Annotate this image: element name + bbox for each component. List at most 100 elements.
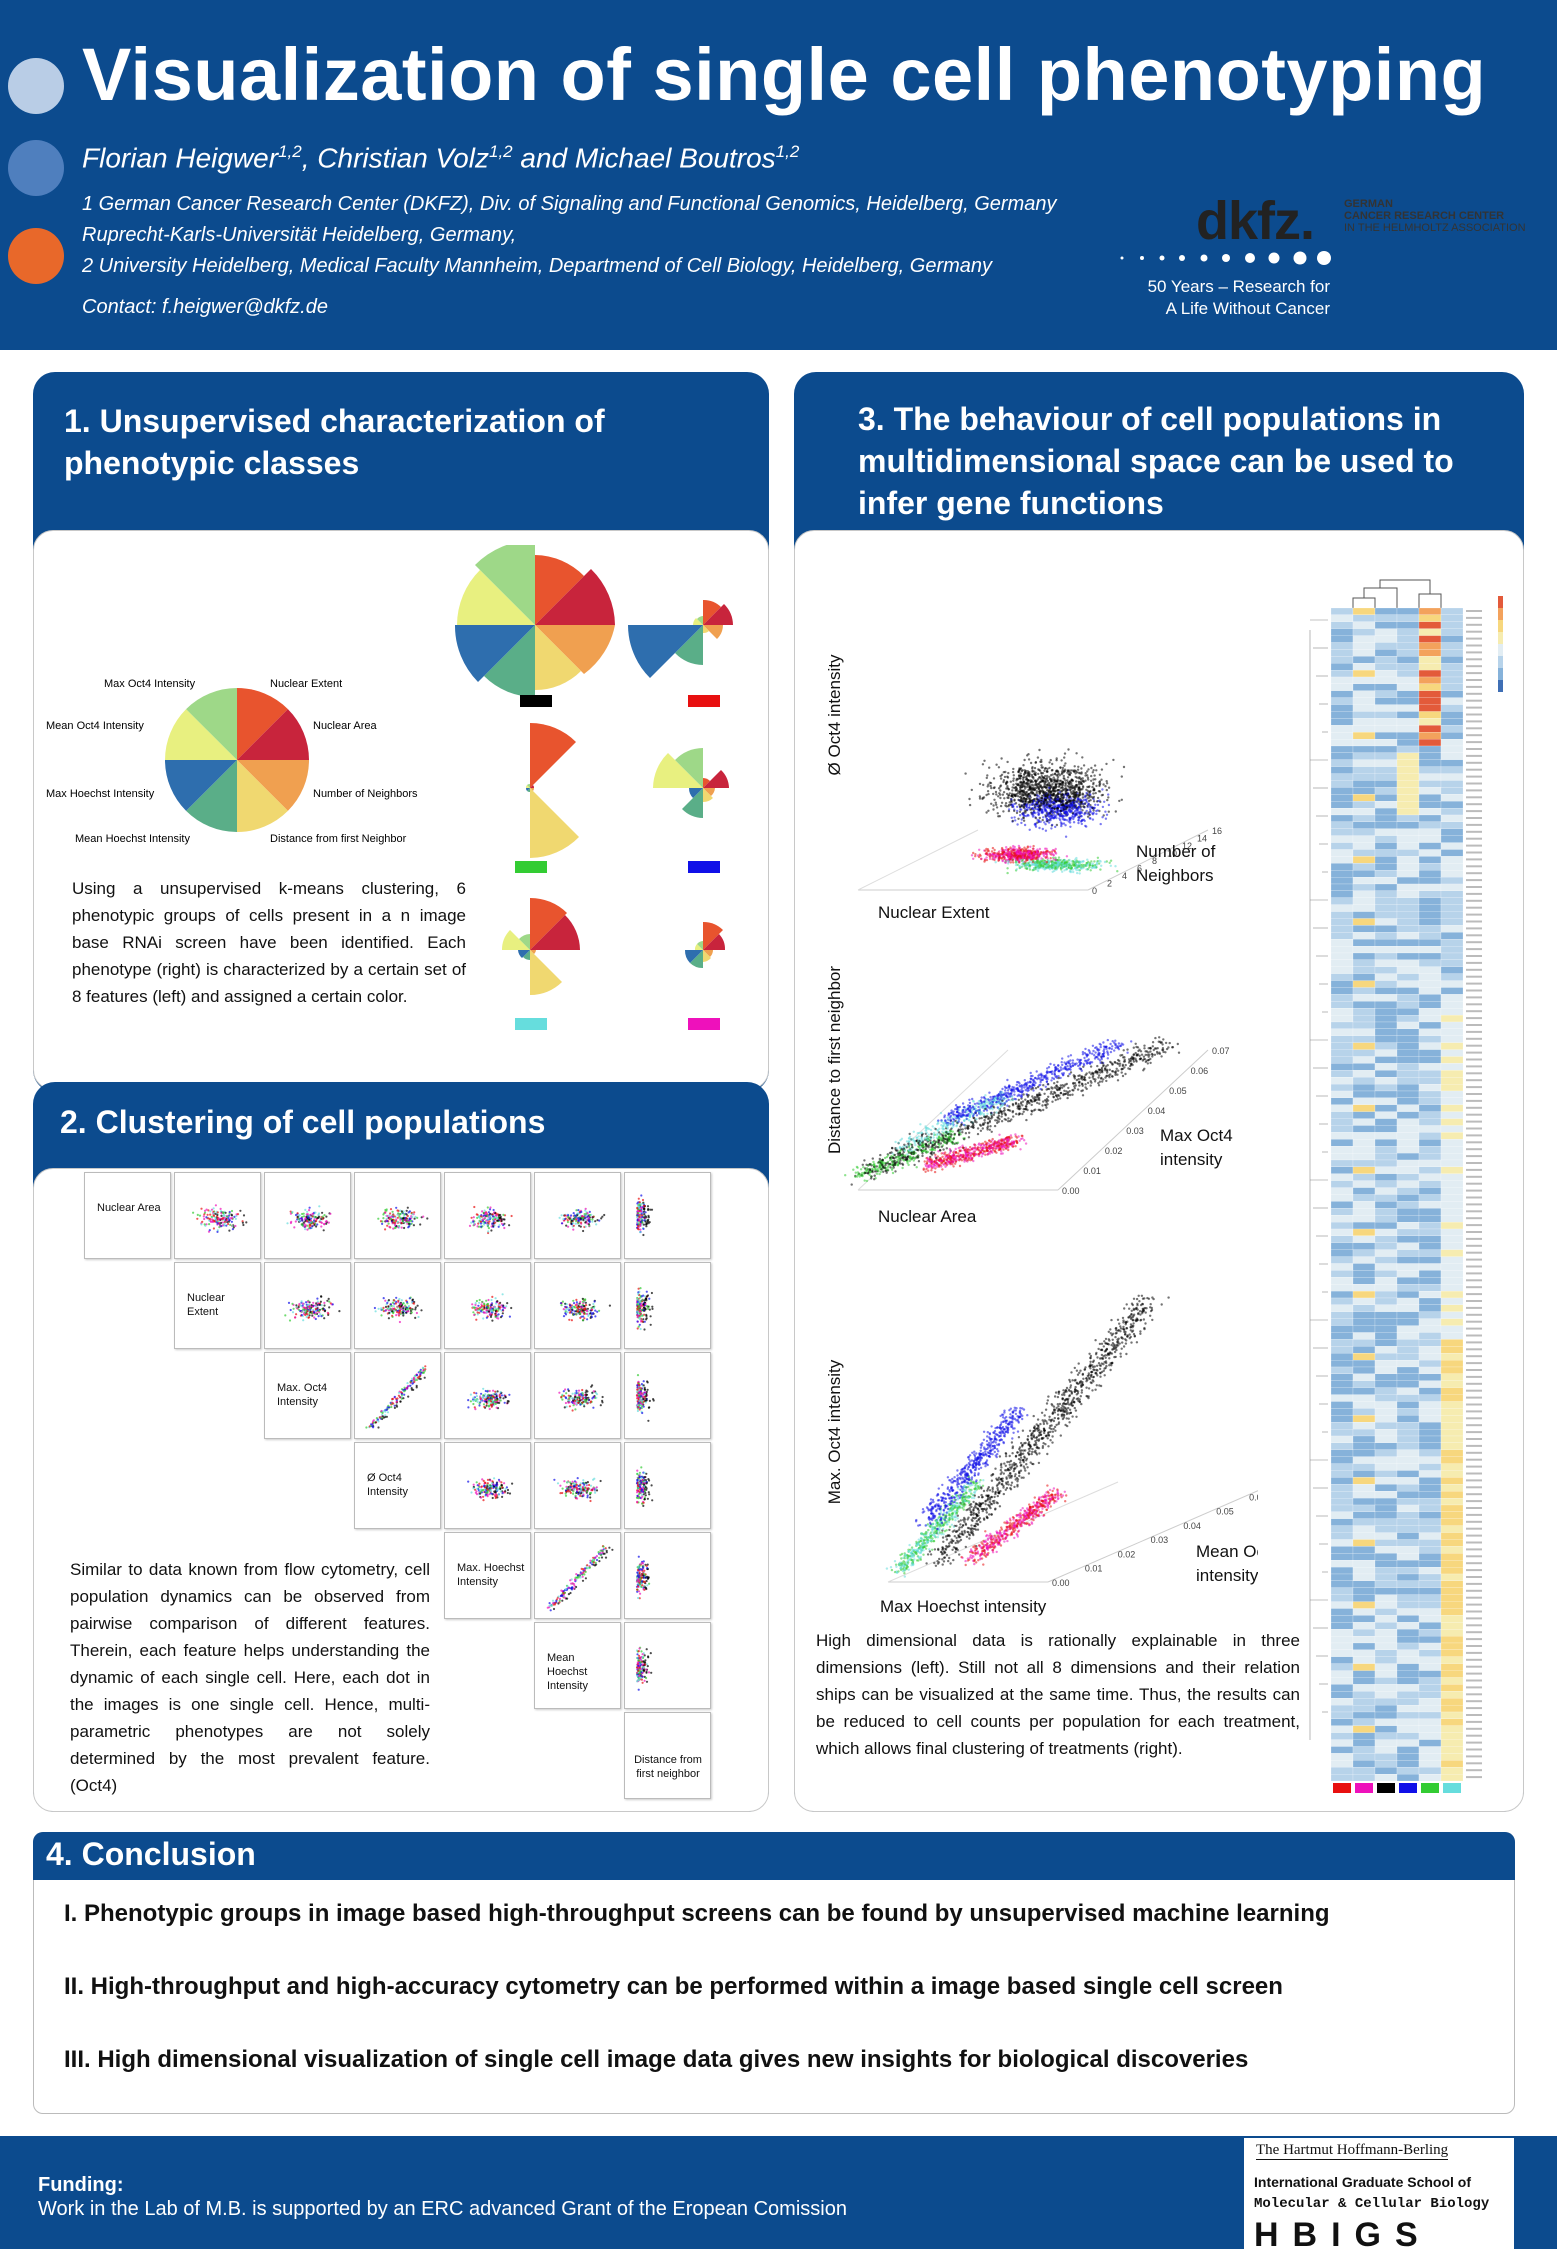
- scatter-point: [585, 1389, 588, 1392]
- slice-max-hoechst: [165, 760, 237, 811]
- scatter-point: [604, 1547, 607, 1550]
- scatter-point: [474, 1488, 477, 1491]
- scatter-point: [646, 1584, 649, 1587]
- scatter-point: [638, 1323, 641, 1326]
- scatter-point: [569, 1488, 572, 1491]
- scatter-point: [493, 1397, 497, 1400]
- scatter-point: [376, 1418, 380, 1421]
- scatter-point: [636, 1310, 639, 1313]
- scatter-point: [475, 1481, 478, 1484]
- scatter-point: [642, 1380, 645, 1383]
- scatter-point: [479, 1496, 483, 1499]
- scatter-point: [320, 1315, 323, 1318]
- scatter-point: [301, 1304, 304, 1307]
- scatter-point: [637, 1654, 641, 1657]
- cloud-point: [1012, 861, 1015, 864]
- cloud-point: [1088, 862, 1092, 865]
- cloud-point: [1049, 758, 1052, 762]
- scatter-point: [311, 1225, 314, 1228]
- cloud-point: [1050, 827, 1053, 830]
- scatter-point: [574, 1408, 577, 1411]
- scatter-point: [231, 1224, 234, 1228]
- scatter-point: [377, 1420, 380, 1423]
- scatter-point: [568, 1318, 571, 1321]
- scatter-point: [216, 1222, 219, 1225]
- scatter-point: [584, 1486, 587, 1490]
- scatter-point: [301, 1310, 304, 1313]
- scatter-point: [474, 1302, 477, 1305]
- scatter-point: [311, 1215, 314, 1218]
- scatter-point: [605, 1549, 608, 1552]
- poster-header: [0, 0, 1557, 350]
- scatter-point: [382, 1217, 385, 1220]
- scatter-point: [640, 1399, 644, 1402]
- scatter-point: [644, 1302, 647, 1306]
- section1-body: [33, 530, 769, 1090]
- scatter-point: [374, 1310, 377, 1313]
- scatter-point: [576, 1310, 579, 1313]
- cloud-point: [1028, 868, 1032, 871]
- scatter-point: [575, 1490, 578, 1494]
- cloud-point: [1101, 788, 1104, 791]
- cloud-point: [999, 777, 1003, 780]
- scatter-point: [642, 1303, 645, 1306]
- scatter-point: [589, 1559, 592, 1562]
- cloud-point: [1080, 822, 1083, 826]
- cloud-point: [1013, 799, 1016, 802]
- scatter-point: [642, 1204, 645, 1207]
- scatter-point: [494, 1402, 497, 1406]
- scatter-point: [636, 1384, 639, 1387]
- scatter-point: [410, 1222, 413, 1225]
- scatter-point: [494, 1297, 497, 1300]
- contact-email[interactable]: Contact: f.heigwer@dkfz.de: [82, 296, 328, 318]
- scatter-point: [576, 1306, 579, 1310]
- scatter-point: [476, 1484, 479, 1487]
- scatter-point: [491, 1295, 494, 1298]
- scatter-cell-plot: [635, 1374, 655, 1422]
- poster-title: Visualization of single cell phenotyping: [82, 33, 1487, 116]
- scatter-point: [289, 1221, 292, 1225]
- scatter-point: [478, 1404, 481, 1407]
- cloud-point: [1093, 774, 1096, 777]
- scatter-point: [407, 1385, 410, 1388]
- scatter-point: [646, 1307, 650, 1310]
- feature-label: Mean Hoechst Intensity: [75, 833, 190, 845]
- cloud-point: [1092, 795, 1096, 799]
- scatter-point: [639, 1228, 642, 1231]
- scatter-point: [316, 1307, 319, 1310]
- scatter-point: [486, 1390, 489, 1393]
- scatter-point: [230, 1220, 233, 1223]
- scatter-point: [486, 1495, 489, 1498]
- scatter-point: [642, 1227, 645, 1230]
- scatter-point: [477, 1225, 481, 1228]
- scatter-point: [489, 1404, 492, 1407]
- scatter-point: [644, 1494, 647, 1497]
- scatter-point: [644, 1475, 647, 1479]
- scatter-point: [398, 1305, 401, 1308]
- scatter-point: [636, 1227, 639, 1230]
- cloud-point: [1017, 798, 1020, 802]
- scatter-point: [327, 1312, 330, 1315]
- scatter-point: [489, 1484, 492, 1487]
- scatter-point: [573, 1305, 576, 1308]
- section2-title: 2. Clustering of cell populations: [60, 1104, 546, 1140]
- cloud-point: [1089, 808, 1092, 811]
- scatter-point: [575, 1389, 578, 1392]
- scatter-point: [324, 1220, 327, 1223]
- scatter-point: [648, 1308, 651, 1311]
- scatter-point: [414, 1308, 417, 1311]
- scatter-point: [491, 1319, 494, 1322]
- cloud-point: [1019, 772, 1022, 775]
- matrix-label: Mean Hoechst Intensity: [534, 1622, 621, 1709]
- cloud-point: [1007, 862, 1010, 865]
- scatter-point: [603, 1213, 606, 1217]
- scatter-point: [496, 1390, 499, 1393]
- scatter-point: [647, 1216, 650, 1219]
- matrix-label-text: Distance from first neighbor: [634, 1754, 702, 1780]
- scatter-point: [228, 1210, 231, 1214]
- scatter-point: [491, 1480, 494, 1483]
- scatter-point: [475, 1395, 478, 1398]
- scatter-point: [592, 1563, 595, 1566]
- cloud-point: [1074, 772, 1077, 775]
- cloud-point: [995, 793, 998, 796]
